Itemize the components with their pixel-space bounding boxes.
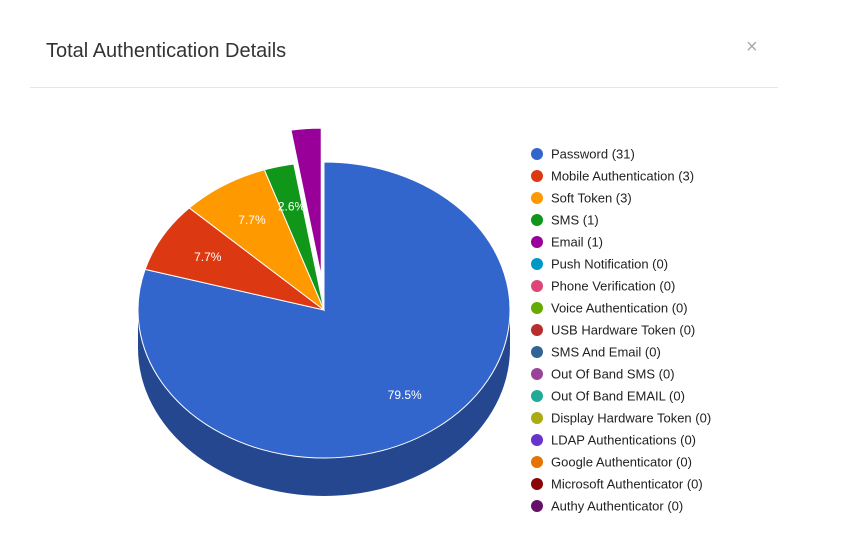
modal-title: Total Authentication Details bbox=[46, 40, 287, 62]
legend-label: LDAP Authentications (0) bbox=[551, 433, 696, 448]
legend-marker bbox=[531, 434, 543, 446]
legend-label: Password (31) bbox=[551, 147, 635, 162]
legend-label: SMS And Email (0) bbox=[551, 345, 661, 360]
legend-marker bbox=[531, 280, 543, 292]
legend-label: Google Authenticator (0) bbox=[551, 455, 692, 470]
legend-marker bbox=[531, 500, 543, 512]
legend-label: Authy Authenticator (0) bbox=[551, 499, 683, 514]
legend-label: Display Hardware Token (0) bbox=[551, 411, 711, 426]
data-label: 7.7% bbox=[238, 213, 266, 227]
legend-marker bbox=[531, 258, 543, 270]
legend-marker bbox=[531, 412, 543, 424]
data-label: 7.7% bbox=[194, 250, 222, 264]
legend-marker bbox=[531, 148, 543, 160]
pie-slice bbox=[290, 127, 322, 277]
legend-marker bbox=[531, 192, 543, 204]
slice-side bbox=[138, 310, 510, 496]
legend-marker bbox=[531, 456, 543, 468]
legend-label: Push Notification (0) bbox=[551, 257, 668, 272]
legend-label: Phone Verification (0) bbox=[551, 279, 675, 294]
pie-slice bbox=[263, 163, 325, 311]
legend-label: Email (1) bbox=[551, 235, 603, 250]
legend-marker bbox=[531, 170, 543, 182]
legend-label: SMS (1) bbox=[551, 213, 599, 228]
legend-marker bbox=[531, 368, 543, 380]
divider bbox=[30, 87, 778, 88]
legend-label: Microsoft Authenticator (0) bbox=[551, 477, 703, 492]
legend-marker bbox=[531, 236, 543, 248]
legend-label: USB Hardware Token (0) bbox=[551, 323, 695, 338]
legend-marker bbox=[531, 214, 543, 226]
data-label: 79.5% bbox=[388, 388, 422, 402]
legend-marker bbox=[531, 478, 543, 490]
legend-marker bbox=[531, 302, 543, 314]
legend-marker bbox=[531, 346, 543, 358]
data-label: 2.6% bbox=[278, 200, 306, 214]
legend-label: Voice Authentication (0) bbox=[551, 301, 688, 316]
legend-marker bbox=[531, 390, 543, 402]
legend-label: Soft Token (3) bbox=[551, 191, 632, 206]
legend-marker bbox=[531, 324, 543, 336]
close-button[interactable]: × bbox=[746, 36, 758, 58]
legend-label: Mobile Authentication (3) bbox=[551, 169, 694, 184]
legend-label: Out Of Band SMS (0) bbox=[551, 367, 675, 382]
legend-label: Out Of Band EMAIL (0) bbox=[551, 389, 685, 404]
